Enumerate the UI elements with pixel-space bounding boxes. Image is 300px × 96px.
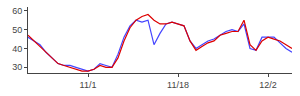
svg-text:11/1: 11/1 <box>80 80 97 90</box>
svg-text:11/18: 11/18 <box>167 80 189 90</box>
svg-text:40: 40 <box>12 44 22 54</box>
svg-text:50: 50 <box>12 25 22 35</box>
svg-text:30: 30 <box>12 62 22 72</box>
svg-text:12/2: 12/2 <box>259 80 277 90</box>
svg-text:60: 60 <box>12 6 22 16</box>
